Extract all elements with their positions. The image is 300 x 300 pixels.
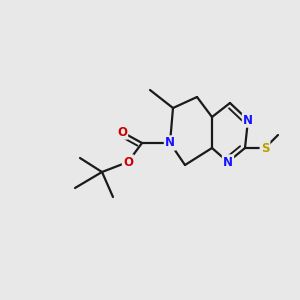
Text: O: O [117, 125, 127, 139]
Text: N: N [165, 136, 175, 149]
Text: N: N [243, 113, 253, 127]
Text: O: O [123, 155, 133, 169]
Text: S: S [261, 142, 269, 154]
Text: N: N [223, 155, 233, 169]
